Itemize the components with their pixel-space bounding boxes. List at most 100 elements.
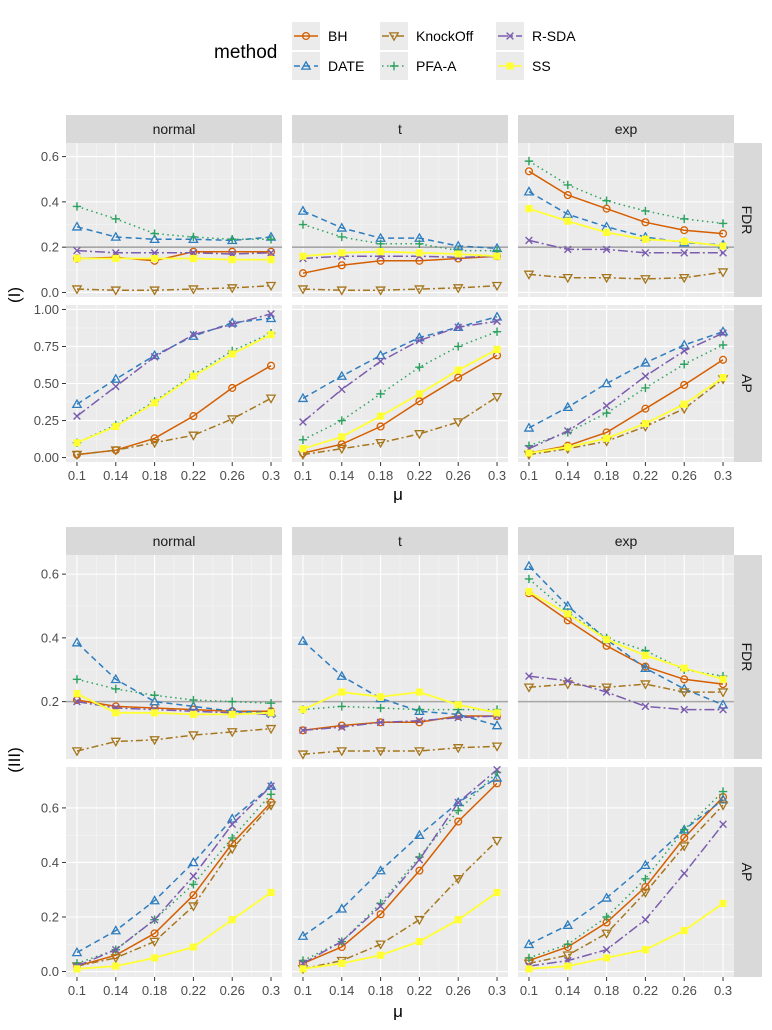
series-line-bh <box>528 796 724 962</box>
data-point-pfa-a <box>641 383 650 393</box>
data-point-ss <box>267 709 275 717</box>
x-tick-label: 0.3 <box>262 468 280 483</box>
data-point-r-sda <box>299 418 307 426</box>
data-point-r-sda <box>73 246 81 255</box>
data-point-knockoff <box>149 438 160 449</box>
data-point-ss <box>641 235 649 243</box>
series-line-knockoff <box>528 378 724 456</box>
y-tick-label: 0.6 <box>41 149 59 164</box>
series-line-bh <box>528 592 724 685</box>
data-point-knockoff <box>149 286 160 296</box>
x-tick-label: 0.26 <box>220 468 245 483</box>
data-point-r-sda <box>337 937 346 946</box>
y-tick-label: 0.0 <box>41 964 59 979</box>
legend-label: BH <box>328 28 347 44</box>
data-point-r-sda <box>228 320 237 329</box>
data-point-ss <box>299 965 307 973</box>
data-point-bh <box>680 833 689 842</box>
data-point-r-sda <box>602 688 611 696</box>
data-point-bh <box>718 355 728 364</box>
data-point-ss <box>454 916 462 924</box>
data-point-ss <box>564 610 572 618</box>
data-point-ss <box>603 434 611 442</box>
x-tick-label: 0.14 <box>329 468 354 483</box>
data-point-r-sda <box>641 372 650 380</box>
data-point-r-sda <box>267 310 275 318</box>
series-line-ss <box>76 692 272 716</box>
data-point-date <box>562 401 574 411</box>
column-strip-label: exp <box>615 533 638 549</box>
data-point-ss <box>151 399 159 407</box>
series-line-bh <box>302 354 498 454</box>
series-line-knockoff <box>302 840 498 970</box>
legend-key-marker <box>388 32 400 42</box>
column-strip-label: exp <box>615 121 638 137</box>
data-point-knockoff <box>265 724 277 735</box>
data-point-pfa-a <box>72 202 82 211</box>
block-label: (I) <box>5 287 24 303</box>
y-tick-label: 0.2 <box>41 694 59 709</box>
data-point-knockoff <box>297 285 309 295</box>
series-line-r-sda <box>528 332 724 450</box>
series-line-ss <box>302 691 498 714</box>
panel-t-ap <box>292 765 508 977</box>
data-point-r-sda <box>415 336 424 345</box>
data-point-ss <box>525 965 533 973</box>
column-strip-label: t <box>398 121 402 137</box>
series-line-pfa-a <box>528 790 724 959</box>
data-point-ss <box>493 345 501 353</box>
data-point-date <box>265 780 277 790</box>
series-line-r-sda <box>76 785 272 967</box>
data-point-date <box>71 221 83 231</box>
data-point-knockoff <box>491 742 503 752</box>
data-point-knockoff <box>491 393 503 403</box>
column-strip <box>292 115 508 143</box>
legend-title: method <box>214 42 277 63</box>
data-point-knockoff <box>601 273 612 284</box>
data-point-pfa-a <box>228 697 237 706</box>
series-line-ss <box>76 891 272 970</box>
series-line-knockoff <box>76 397 272 456</box>
x-axis-title: μ <box>393 485 403 504</box>
data-point-date <box>110 925 122 935</box>
block-I: normal t exp (I) FDR 0.0 0.2 0.4 0.6 AP 0.00 0.25 0.… <box>5 115 762 504</box>
data-point-date <box>336 222 348 232</box>
row-strip-label: FDR <box>739 643 755 672</box>
data-point-knockoff <box>640 275 651 285</box>
data-point-ss <box>680 400 688 408</box>
data-point-ss <box>719 242 727 250</box>
series-line-pfa-a <box>302 330 498 441</box>
data-point-pfa-a <box>415 239 424 248</box>
panel-exp-ap <box>518 305 734 462</box>
data-point-bh <box>376 256 385 265</box>
series-line-r-sda <box>76 313 272 417</box>
data-point-ss <box>112 709 120 717</box>
legend-key-marker <box>506 32 514 40</box>
data-point-ss <box>377 951 385 959</box>
series-line-knockoff <box>76 804 272 967</box>
data-point-ss <box>603 635 611 644</box>
data-point-knockoff <box>678 273 690 284</box>
x-tick-label: 0.18 <box>142 983 167 998</box>
data-point-date <box>226 813 238 823</box>
y-tick-label: 0.6 <box>41 567 59 582</box>
data-point-ss <box>267 331 275 339</box>
x-tick-label: 0.1 <box>520 983 538 998</box>
data-point-date <box>188 233 199 244</box>
series-line-date <box>302 316 498 399</box>
data-point-date <box>110 373 122 383</box>
panel-normal-ap <box>66 767 282 977</box>
x-tick-label: 0.1 <box>294 468 312 483</box>
data-point-knockoff <box>149 736 160 746</box>
legend-label: DATE <box>328 58 364 74</box>
series-line-ss <box>528 902 724 970</box>
data-point-date <box>297 930 309 940</box>
data-point-bh <box>266 361 276 370</box>
column-strip-label: normal <box>153 533 196 549</box>
data-point-r-sda <box>189 872 198 880</box>
data-point-knockoff <box>336 444 348 455</box>
data-point-date <box>297 205 309 215</box>
data-point-pfa-a <box>524 156 534 166</box>
data-point-bh <box>680 226 689 235</box>
